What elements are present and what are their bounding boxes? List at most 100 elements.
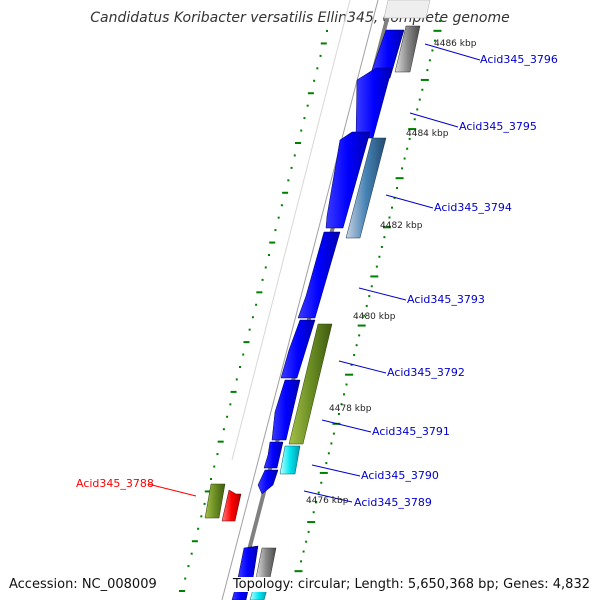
gene-labels: Acid345_3796 Acid345_3795 Acid345_3794 A…	[76, 53, 558, 509]
scale-tick	[345, 373, 354, 376]
gc-dot	[213, 465, 216, 468]
gc-dot	[229, 403, 232, 406]
scale-tick	[406, 147, 409, 150]
cds-steel[interactable]	[345, 137, 387, 239]
gene-label[interactable]: Acid345_3792	[387, 366, 465, 379]
gc-dot	[203, 502, 206, 505]
gc-dot	[200, 515, 203, 518]
scale-labels: 4486 kbp 4484 kbp 4482 kbp 4480 kbp 4478…	[306, 39, 477, 506]
gc-dot	[255, 303, 258, 306]
gene-label[interactable]: Acid345_3793	[407, 293, 485, 306]
cds-olive[interactable]	[204, 483, 226, 519]
scale-tick	[337, 412, 340, 415]
cds-gray[interactable]	[255, 547, 277, 579]
scale-tick	[350, 363, 353, 366]
gc-dot	[230, 390, 237, 393]
scale-tick	[327, 452, 330, 455]
scale-tick	[357, 324, 366, 327]
scale-tick	[375, 265, 378, 268]
gc-dot	[242, 353, 245, 356]
cds-red[interactable]	[221, 489, 242, 522]
gc-dot	[217, 440, 224, 443]
gc-dot	[268, 254, 270, 256]
gc-dot	[197, 527, 200, 530]
gc-dot	[277, 216, 280, 219]
gc-dot	[222, 428, 225, 431]
scale-tick	[433, 39, 436, 42]
scale-tick	[300, 560, 303, 563]
kbp-label: 4480 kbp	[353, 312, 396, 322]
scale-tick	[370, 275, 379, 278]
cds-olive[interactable]	[288, 323, 333, 445]
scale-tick	[391, 206, 393, 209]
scale-tick	[302, 550, 305, 553]
gc-dot	[300, 129, 303, 132]
cds-cyan[interactable]	[279, 445, 301, 475]
gc-dot	[248, 328, 251, 331]
gc-dot	[290, 166, 293, 169]
scale-tick	[358, 334, 361, 337]
cds-arrow[interactable]	[325, 131, 371, 229]
gc-dot	[313, 79, 316, 82]
scale-tick	[345, 383, 348, 386]
gc-dot	[243, 341, 250, 344]
cds-gray[interactable]	[394, 25, 421, 73]
scale-tick	[380, 245, 383, 248]
scale-tick	[307, 521, 316, 524]
gene-label[interactable]: Acid345_3794	[434, 201, 512, 214]
gc-dot	[190, 552, 193, 555]
gc-dot	[303, 117, 306, 120]
gene-label[interactable]: Acid345_3795	[459, 120, 537, 133]
scale-ticks	[294, 20, 442, 582]
scale-tick	[340, 403, 343, 406]
gene-label[interactable]: Acid345_3791	[372, 425, 450, 438]
scale-tick	[403, 157, 406, 160]
cds-arrow[interactable]	[280, 319, 316, 379]
cds-arrow[interactable]	[297, 231, 341, 319]
scale-tick	[408, 137, 411, 140]
scale-tick	[416, 108, 419, 111]
gc-dot	[261, 278, 264, 281]
kbp-label: 4476 kbp	[306, 496, 349, 506]
backbone-line-inner	[221, 0, 379, 600]
scale-tick	[319, 471, 328, 474]
gc-dot	[179, 590, 185, 592]
scale-tick	[325, 462, 328, 465]
scale-tick	[320, 481, 323, 484]
cds-arrow[interactable]	[237, 545, 259, 579]
cds-white[interactable]	[383, 0, 431, 19]
scale-tick	[395, 177, 404, 180]
cds-arrow[interactable]	[271, 379, 301, 441]
gc-dot	[235, 378, 238, 381]
scale-tick	[383, 236, 386, 239]
gc-dot	[251, 316, 254, 319]
gc-dot	[307, 92, 314, 95]
scale-tick	[401, 167, 404, 170]
gene-label[interactable]: Acid345_3790	[361, 469, 439, 482]
gc-dot	[280, 204, 283, 207]
scale-tick	[294, 570, 303, 573]
gc-dot	[287, 179, 290, 182]
scale-tick	[378, 255, 381, 258]
gc-dot	[316, 67, 319, 70]
gene-label[interactable]: Acid345_3789	[354, 496, 432, 509]
scale-tick	[388, 216, 391, 219]
scale-tick	[368, 295, 371, 298]
scale-tick	[439, 20, 441, 22]
gc-dot	[239, 366, 241, 368]
cds-arrow[interactable]	[257, 469, 279, 495]
kbp-label: 4484 kbp	[406, 129, 449, 139]
cds-arrow[interactable]	[263, 441, 284, 469]
gc-dot	[269, 241, 276, 244]
scale-tick	[408, 128, 417, 131]
scale-tick	[431, 49, 434, 52]
scale-tick	[307, 530, 310, 533]
scale-tick	[428, 59, 431, 62]
gc-dot	[187, 565, 190, 568]
scale-tick	[396, 187, 399, 190]
gene-label[interactable]: Acid345_3788	[76, 477, 154, 490]
gc-dot	[264, 266, 267, 269]
scale-tick	[355, 344, 358, 347]
cds-arrow[interactable]	[355, 67, 393, 139]
gene-label[interactable]: Acid345_3796	[480, 53, 558, 66]
